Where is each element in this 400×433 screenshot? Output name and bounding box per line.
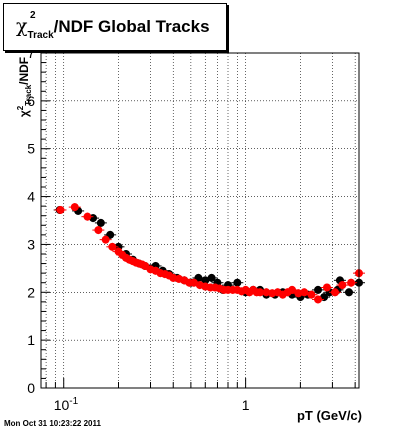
y-axis-label: χ2Track/NDF <box>16 56 34 118</box>
data-point <box>331 288 340 297</box>
y-tick-label: 6 <box>27 93 35 109</box>
data-point <box>288 285 297 294</box>
x-tick-label-exponent: -1 <box>69 396 78 407</box>
grid-lines <box>41 53 359 388</box>
tick-labels: 0 1 2 3 4 5 6 7 10-1 1 <box>27 45 250 413</box>
x-axis-label: pT (GeV/c) <box>296 408 362 423</box>
data-point <box>94 226 103 235</box>
data-point <box>338 281 347 290</box>
x-tick-label-base: 10 <box>54 397 70 413</box>
data-point <box>207 273 216 282</box>
x-tick-label: 1 <box>242 397 250 413</box>
title-box: χ 2 Track/NDF Global Tracks <box>3 3 227 51</box>
data-point <box>101 235 110 244</box>
data-point <box>70 203 79 212</box>
x-tick-label: 10-1 <box>54 396 79 413</box>
data-point <box>56 205 65 214</box>
data-point <box>307 290 316 299</box>
data-point <box>83 212 92 221</box>
plot-frame <box>40 52 360 389</box>
chart-title: χ 2 Track/NDF Global Tracks <box>16 10 210 41</box>
axis-ticks <box>41 52 356 389</box>
data-point <box>256 288 265 297</box>
data-point <box>314 295 323 304</box>
y-tick-label: 1 <box>27 332 35 348</box>
y-tick-label: 3 <box>27 236 35 252</box>
data-point <box>344 288 353 297</box>
data-point <box>314 285 323 294</box>
data-point <box>322 283 331 292</box>
y-tick-label: 2 <box>27 284 35 300</box>
data-point <box>96 218 105 227</box>
y-tick-label: 0 <box>27 380 35 396</box>
y-tick-label: 5 <box>27 141 35 157</box>
y-tick-label: 7 <box>27 45 35 61</box>
data-point <box>108 242 117 251</box>
timestamp: Mon Oct 31 10:23:22 2011 <box>4 419 101 428</box>
y-tick-label: 4 <box>27 189 35 205</box>
data-point <box>347 278 356 287</box>
data-point <box>233 278 242 287</box>
series-red-points <box>54 203 365 304</box>
